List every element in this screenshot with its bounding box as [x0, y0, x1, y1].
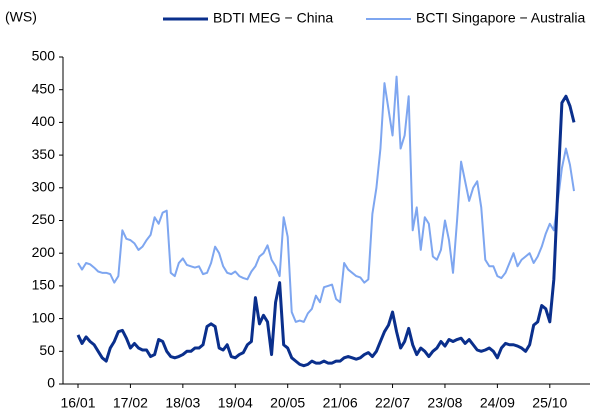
series-line [77, 75, 575, 323]
x-tick-label: 24/09 [480, 395, 515, 411]
series-line [76, 94, 576, 368]
y-tick-label: 50 [39, 342, 55, 358]
y-tick-label: 500 [32, 48, 56, 64]
y-tick-label: 100 [32, 309, 56, 325]
x-tick-label: 19/04 [218, 395, 253, 411]
x-tick-label: 21/06 [323, 395, 358, 411]
y-axis-label: (WS) [5, 9, 37, 25]
x-tick-label: 25/10 [532, 395, 567, 411]
x-tick-label: 22/07 [375, 395, 410, 411]
y-tick-label: 200 [32, 244, 56, 260]
y-tick-label: 450 [32, 80, 56, 96]
x-tick-label: 18/03 [165, 395, 200, 411]
y-tick-label: 400 [32, 113, 56, 129]
x-tick-label: 17/02 [113, 395, 148, 411]
legend-label: BCTI Singapore − Australia [416, 10, 585, 26]
y-tick-label: 250 [32, 211, 56, 227]
legend-label: BDTI MEG − China [213, 10, 333, 26]
y-tick-label: 300 [32, 179, 56, 195]
y-tick-label: 150 [32, 277, 56, 293]
x-tick-label: 23/08 [427, 395, 462, 411]
x-tick-label: 16/01 [60, 395, 95, 411]
y-tick-label: 350 [32, 146, 56, 162]
y-tick-label: 0 [47, 375, 55, 391]
x-tick-label: 20/05 [270, 395, 305, 411]
